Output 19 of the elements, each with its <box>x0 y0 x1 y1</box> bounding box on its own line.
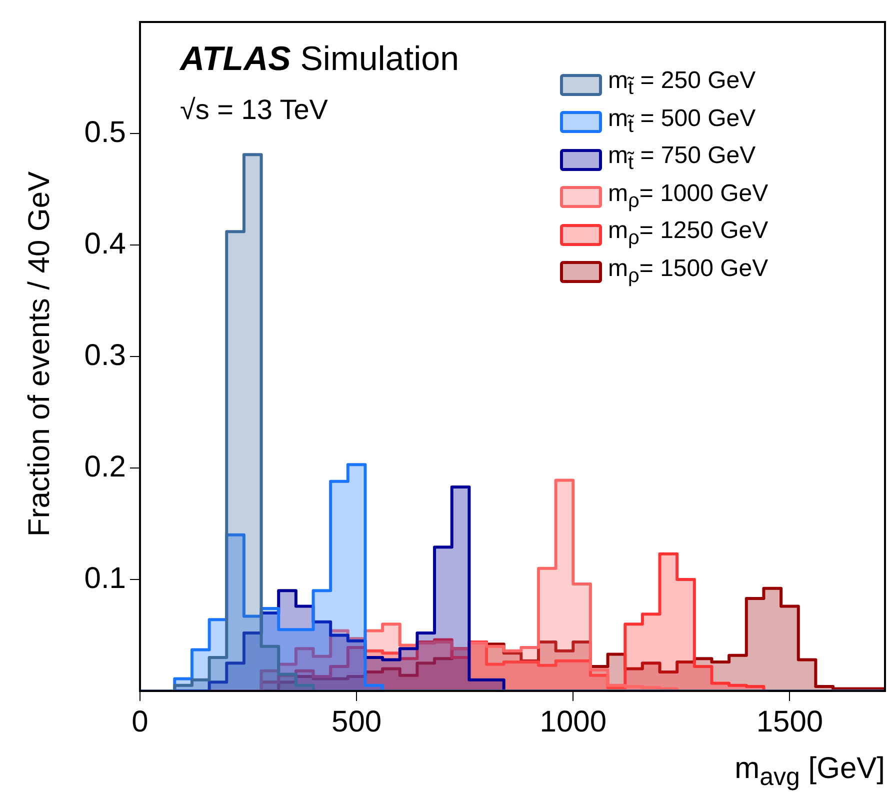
annotation: √s = 13 TeV <box>180 94 328 126</box>
x-tick-label: 1500 <box>756 705 824 738</box>
y-tick-label: 0.3 <box>84 338 126 372</box>
x-tick-label: 1000 <box>540 705 607 738</box>
y-tick-label: 0.4 <box>84 227 126 260</box>
legend-label: m$_{t̃}$ = 750 GeV <box>608 142 756 174</box>
x-tick-label: 500 <box>332 705 382 738</box>
legend-label: m$_{ρ}$= 1000 GeV <box>608 180 768 212</box>
x-tick-label: 0 <box>132 705 148 738</box>
legend-label: m$_{ρ}$= 1500 GeV <box>608 254 768 288</box>
legend-label: m$_{ρ}$= 1250 GeV <box>608 217 768 249</box>
y-tick-label: 0.5 <box>84 116 126 149</box>
y-tick-label: 0.1 <box>84 562 126 595</box>
y-axis-title: Fraction of events / 40 GeV <box>23 170 57 536</box>
legend-label: m$_{t̃}$ = 250 GeV <box>608 67 756 99</box>
annotation: ATLAS Simulation <box>180 40 460 79</box>
x-axis-title: m$_{avg}$ [GeV] <box>734 752 885 792</box>
y-tick-label: 0.2 <box>84 450 126 484</box>
legend-label: m$_{t̃}$ = 500 GeV <box>608 104 756 136</box>
